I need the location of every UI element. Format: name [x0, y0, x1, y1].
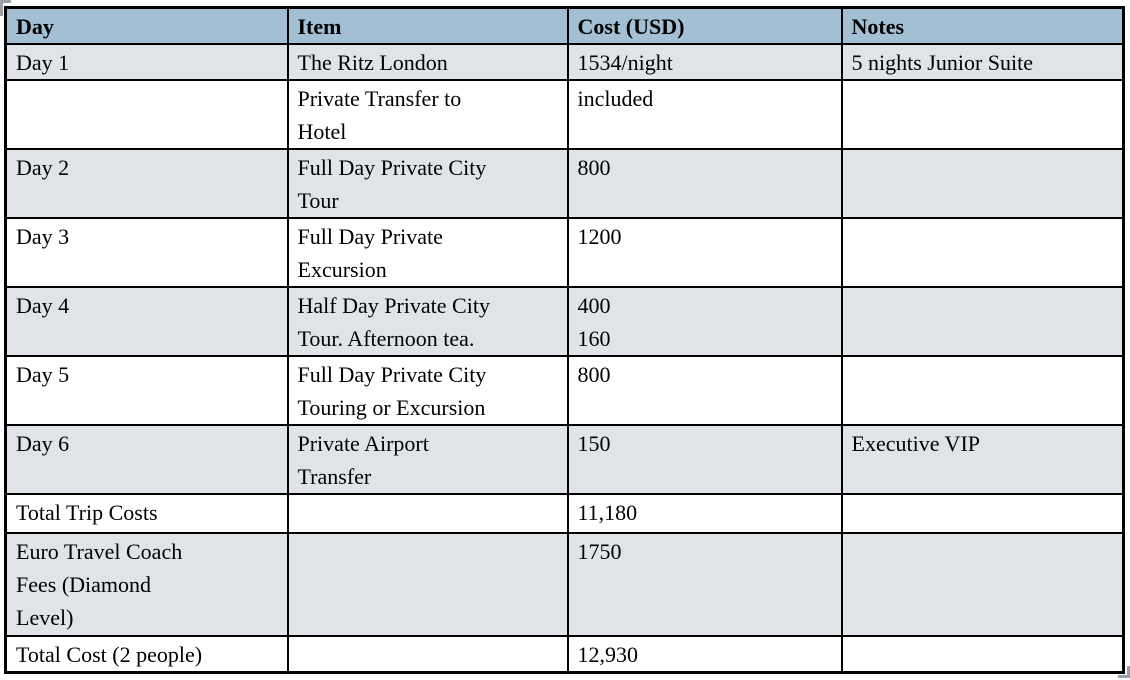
day-cell: Total Trip Costs: [4, 493, 289, 534]
day-cell: [4, 79, 289, 150]
table-row-day5: Day 5 Full Day Private City Touring or E…: [4, 355, 1125, 426]
day-cell: Total Cost (2 people): [4, 635, 289, 674]
notes-cell: 5 nights Junior Suite: [840, 43, 1125, 81]
notes-cell: [840, 79, 1125, 150]
day-cell: Day 5: [4, 355, 289, 426]
cost-cell: 11,180: [566, 493, 843, 534]
notes-cell: [840, 355, 1125, 426]
table-row-total-trip-costs: Total Trip Costs 11,180: [4, 493, 1125, 534]
cost-cell: 400 160: [566, 286, 843, 357]
column-header-day: Day: [4, 6, 289, 45]
cost-cell: 1200: [566, 217, 843, 288]
day-cell: Day 3: [4, 217, 289, 288]
day-cell: Day 4: [4, 286, 289, 357]
item-cell: [286, 532, 569, 637]
cost-cell: included: [566, 79, 843, 150]
table-row-coach-fees: Euro Travel Coach Fees (Diamond Level) 1…: [4, 532, 1125, 637]
notes-cell: Executive VIP: [840, 424, 1125, 495]
notes-cell: [840, 493, 1125, 534]
trip-cost-table: Day Item Cost (USD) Notes Day 1 The Ritz…: [4, 6, 1125, 674]
table-row-day4: Day 4 Half Day Private City Tour. Aftern…: [4, 286, 1125, 357]
column-header-cost: Cost (USD): [566, 6, 843, 45]
cost-cell: 12,930: [566, 635, 843, 674]
cost-cell: 800: [566, 355, 843, 426]
item-cell: Private Transfer to Hotel: [286, 79, 569, 150]
table-row-day6: Day 6 Private Airport Transfer 150 Execu…: [4, 424, 1125, 495]
column-header-item: Item: [286, 6, 569, 45]
day-cell: Day 6: [4, 424, 289, 495]
notes-cell: [840, 635, 1125, 674]
table-row-day1: Day 1 The Ritz London 1534/night 5 night…: [4, 43, 1125, 81]
item-cell: Full Day Private City Touring or Excursi…: [286, 355, 569, 426]
day-cell: Day 2: [4, 148, 289, 219]
item-cell: Half Day Private City Tour. Afternoon te…: [286, 286, 569, 357]
table-row-day2: Day 2 Full Day Private City Tour 800: [4, 148, 1125, 219]
item-cell: Full Day Private City Tour: [286, 148, 569, 219]
item-cell: [286, 493, 569, 534]
table-row-day3: Day 3 Full Day Private Excursion 1200: [4, 217, 1125, 288]
item-cell: Private Airport Transfer: [286, 424, 569, 495]
table-row-total-cost: Total Cost (2 people) 12,930: [4, 635, 1125, 674]
cost-cell: 150: [566, 424, 843, 495]
header-row: Day Item Cost (USD) Notes: [4, 6, 1125, 45]
item-cell: [286, 635, 569, 674]
table-move-handle[interactable]: [0, 0, 11, 16]
notes-cell: [840, 148, 1125, 219]
table-row-transfer-in: Private Transfer to Hotel included: [4, 79, 1125, 150]
day-cell: Euro Travel Coach Fees (Diamond Level): [4, 532, 289, 637]
item-cell: The Ritz London: [286, 43, 569, 81]
item-cell: Full Day Private Excursion: [286, 217, 569, 288]
table-resize-handle[interactable]: [1118, 666, 1130, 678]
notes-cell: [840, 217, 1125, 288]
notes-cell: [840, 286, 1125, 357]
cost-cell: 1534/night: [566, 43, 843, 81]
notes-cell: [840, 532, 1125, 637]
cost-cell: 1750: [566, 532, 843, 637]
cost-cell: 800: [566, 148, 843, 219]
day-cell: Day 1: [4, 43, 289, 81]
column-header-notes: Notes: [840, 6, 1125, 45]
